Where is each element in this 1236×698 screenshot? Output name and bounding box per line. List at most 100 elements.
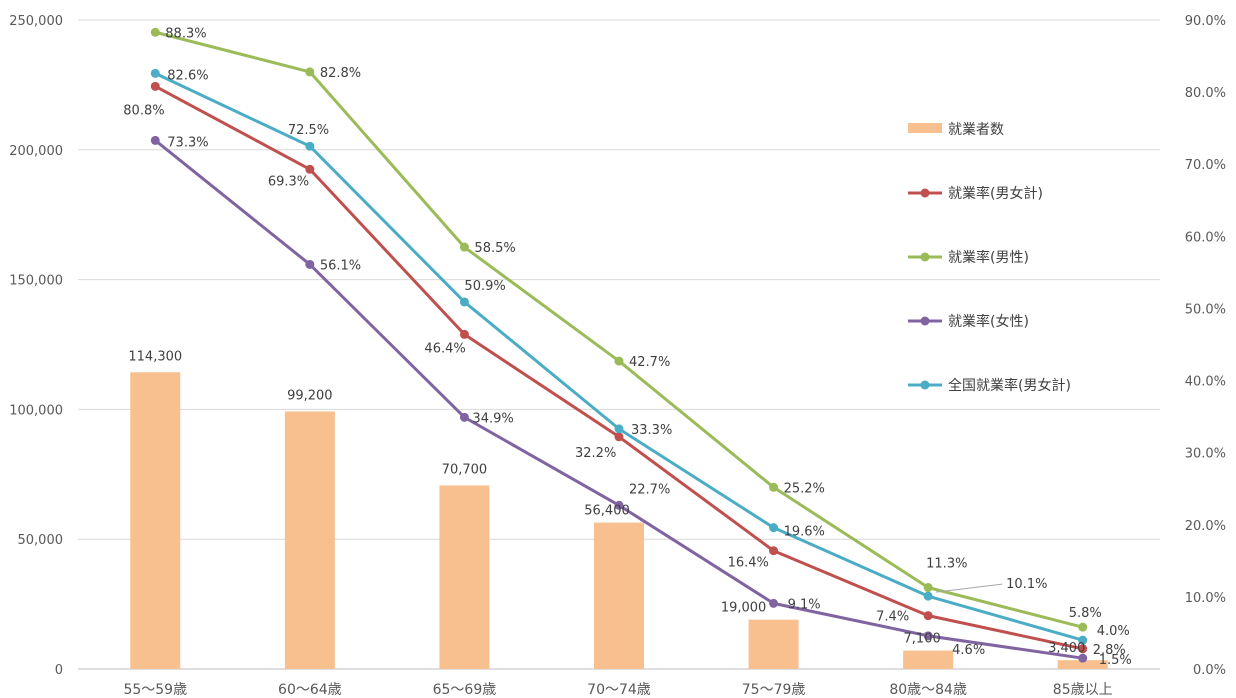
legend-label: 全国就業率(男女計) <box>948 377 1071 394</box>
legend-item: 就業者数 <box>908 122 1004 138</box>
series-point <box>923 591 933 601</box>
series-point <box>923 583 933 593</box>
series-point <box>150 27 160 37</box>
left-tick-label: 0 <box>55 663 63 678</box>
line-value-label: 11.3% <box>926 557 967 572</box>
category-label: 60～64歳 <box>278 682 342 698</box>
series-point <box>305 67 315 77</box>
line-value-label: 69.3% <box>268 174 309 189</box>
line-value-label: 80.8% <box>123 103 164 118</box>
line-value-label: 56.1% <box>320 258 361 273</box>
series-point <box>459 242 469 252</box>
left-y-axis: 0 50,000 100,000 150,000 200,000 250,000 <box>9 14 63 678</box>
bar-value-label: 19,000 <box>721 601 767 616</box>
series-point <box>769 598 779 608</box>
series-point <box>305 141 315 151</box>
left-tick-label: 250,000 <box>9 14 63 29</box>
line-value-label: 46.4% <box>424 341 465 356</box>
series-point <box>923 611 933 621</box>
bar-value-label: 114,300 <box>128 349 182 364</box>
legend-label: 就業率(男女計) <box>948 185 1043 202</box>
series-point <box>923 631 933 641</box>
line-value-label: 4.6% <box>952 643 985 658</box>
legend-label: 就業率(女性) <box>948 313 1029 330</box>
left-tick-label: 150,000 <box>9 274 63 289</box>
series-point <box>1078 622 1088 632</box>
legend-marker <box>920 380 930 390</box>
line-value-label: 1.5% <box>1099 653 1132 668</box>
legend-item: 就業率(男性) <box>908 249 1029 266</box>
series-point <box>769 482 779 492</box>
line-value-label: 7.4% <box>876 610 909 625</box>
category-label: 65～69歳 <box>433 682 497 698</box>
series-point <box>150 68 160 78</box>
line-value-label: 9.1% <box>788 597 821 612</box>
bar-value-label: 7,100 <box>904 632 941 647</box>
bar-value-label: 70,700 <box>442 462 488 477</box>
right-y-axis: 0.0% 10.0% 20.0% 30.0% 40.0% 50.0% 60.0% 70.0% 8… <box>1185 14 1226 678</box>
left-tick-label: 100,000 <box>9 403 63 418</box>
bar <box>903 650 954 669</box>
series-point <box>614 432 624 442</box>
category-label: 55～59歳 <box>123 682 187 698</box>
line-value-label: 25.2% <box>784 481 825 496</box>
bar-value-label: 56,400 <box>584 504 630 519</box>
series-point <box>305 259 315 269</box>
line-value-label: 50.9% <box>464 279 505 294</box>
series-point <box>459 329 469 339</box>
right-tick-label: 50.0% <box>1185 302 1226 317</box>
bar-value-label: 99,200 <box>287 388 333 403</box>
data-labels: 114,300 99,200 70,700 56,400 19,000 7,100 3,40… <box>123 26 1131 668</box>
leader-line <box>936 583 1003 593</box>
legend-item: 就業率(女性) <box>908 313 1029 330</box>
line-value-label: 19.6% <box>784 525 825 540</box>
bar-value-label: 3,400 <box>1048 641 1085 656</box>
line-value-label: 22.7% <box>629 482 670 497</box>
bar <box>748 619 799 669</box>
category-label: 80歳～84歳 <box>889 682 967 698</box>
left-tick-label: 200,000 <box>9 144 63 159</box>
legend-marker <box>920 252 930 262</box>
bar <box>594 522 644 669</box>
line-value-label: 10.1% <box>1006 577 1047 592</box>
series-point <box>459 412 469 422</box>
line-value-label: 2.8% <box>1093 643 1126 658</box>
line-value-label: 4.0% <box>1097 624 1130 639</box>
series-point <box>150 81 160 91</box>
legend-item: 就業率(男女計) <box>908 185 1043 202</box>
line-value-label: 73.3% <box>167 135 208 150</box>
right-tick-label: 60.0% <box>1185 230 1226 245</box>
category-label: 75～79歳 <box>742 682 806 698</box>
x-axis: 55～59歳 60～64歳 65～69歳 70～74歳 75～79歳 80歳～84歳 85歳… <box>123 682 1112 698</box>
series-point <box>150 135 160 145</box>
bar <box>130 372 181 669</box>
line-value-label: 16.4% <box>728 556 769 571</box>
series-point <box>1078 653 1088 663</box>
line-value-label: 42.7% <box>629 355 670 370</box>
left-tick-label: 50,000 <box>18 533 64 548</box>
right-tick-label: 10.0% <box>1185 591 1226 606</box>
legend-swatch <box>908 123 942 133</box>
category-label: 85歳以上 <box>1053 682 1113 698</box>
bar <box>284 411 335 669</box>
series-point <box>305 164 315 174</box>
bar <box>1057 660 1108 669</box>
line-series-group <box>150 27 1088 663</box>
line-value-label: 58.5% <box>474 241 515 256</box>
line-value-label: 82.8% <box>320 66 361 81</box>
right-tick-label: 90.0% <box>1185 14 1226 29</box>
right-tick-label: 80.0% <box>1185 86 1226 101</box>
bar <box>439 485 490 669</box>
legend-item: 全国就業率(男女計) <box>908 377 1071 394</box>
series-point <box>614 356 624 366</box>
right-tick-label: 40.0% <box>1185 375 1226 390</box>
legend-label: 就業者数 <box>948 122 1004 138</box>
legend-marker <box>920 188 930 198</box>
series-point <box>459 297 469 307</box>
series-point <box>769 546 779 556</box>
series-point <box>1078 635 1088 645</box>
right-tick-label: 30.0% <box>1185 447 1226 462</box>
gridlines <box>78 19 1160 670</box>
